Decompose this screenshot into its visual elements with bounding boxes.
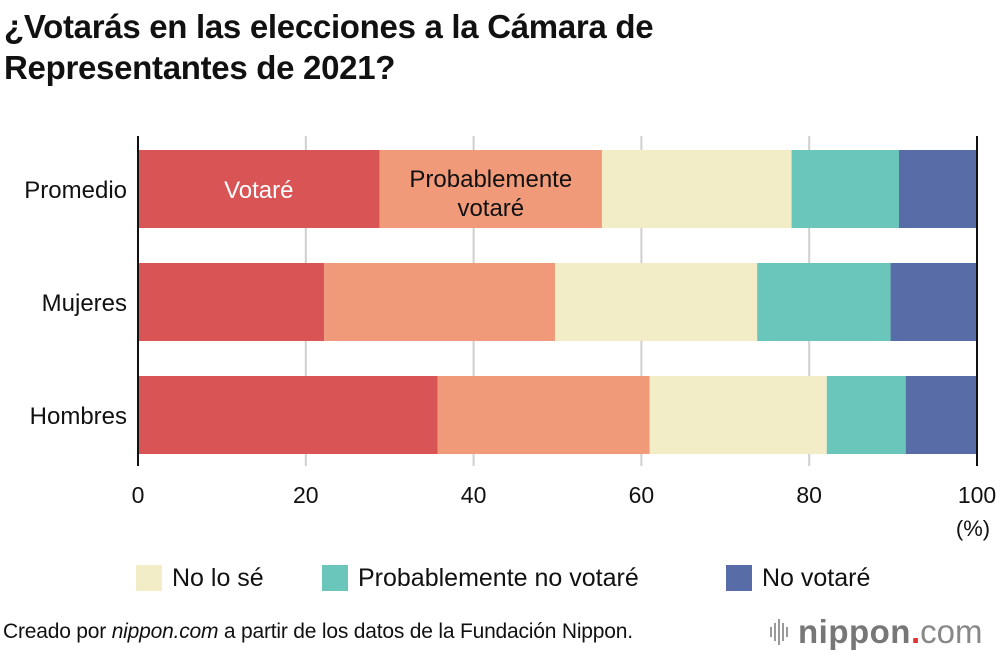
- bar-segment-promedio-no-lo-s-: [601, 150, 792, 228]
- bar-segment-hombres-no-votar-: [905, 376, 977, 454]
- category-label-mujeres: Mujeres: [42, 290, 127, 317]
- inline-label-probablemente-votare-line-1: Probablemente: [409, 166, 572, 193]
- title-line-1: ¿Votarás en las elecciones a la Cámara d…: [4, 8, 654, 45]
- source-note: Creado por nippon.com a partir de los da…: [3, 620, 633, 644]
- axes: [137, 136, 978, 466]
- labels: 0 20 40 60 80 100 (%) Promedio Mujeres Hombres Vot…: [24, 166, 996, 541]
- source-suffix: a partir de los datos de la Fundación Ni…: [218, 620, 633, 643]
- inline-label-votare: Votaré: [224, 177, 293, 204]
- category-label-promedio: Promedio: [24, 177, 127, 204]
- bar-segment-promedio-probablemente-votar-: [379, 150, 602, 228]
- bar-segment-hombres-probablemente-no-votar-: [826, 376, 906, 454]
- x-axis-unit-label: (%): [956, 516, 990, 541]
- chart-title: ¿Votarás en las elecciones a la Cámara d…: [4, 6, 654, 88]
- logo-bars-icon: [770, 619, 788, 645]
- bars: [138, 150, 977, 454]
- title-line-2: Representantes de 2021?: [4, 49, 396, 86]
- legend-item-no-lo-se: No lo sé: [136, 564, 264, 592]
- bar-segment-promedio-probablemente-no-votar-: [791, 150, 899, 228]
- legend-item-probablemente-no-votare: Probablemente no votaré: [322, 564, 639, 592]
- bar-segment-mujeres-no-votar-: [890, 263, 977, 341]
- logo-tld: com: [920, 613, 983, 650]
- bar-segment-mujeres-probablemente-no-votar-: [757, 263, 891, 341]
- nippon-logo: nippon. com: [770, 612, 982, 652]
- bar-segment-promedio-votar-: [138, 150, 380, 228]
- legend-swatch-probablemente-no-votare: [322, 565, 348, 591]
- x-tick-label-80: 80: [796, 482, 822, 508]
- legend-label-probablemente-no-votare: Probablemente no votaré: [358, 563, 639, 592]
- bar-segment-hombres-probablemente-votar-: [437, 376, 650, 454]
- bar-segment-hombres-votar-: [138, 376, 438, 454]
- bar-segment-mujeres-no-lo-s-: [554, 263, 758, 341]
- x-tick-label-100: 100: [958, 482, 996, 508]
- x-tick-label-20: 20: [293, 482, 319, 508]
- stacked-bar-chart: 0 20 40 60 80 100 (%) Promedio Mujeres Hombres Vot…: [24, 136, 996, 541]
- x-tick-label-40: 40: [461, 482, 487, 508]
- source-site: nippon.com: [111, 620, 219, 643]
- inline-label-probablemente-votare-line-2: votaré: [457, 195, 524, 222]
- bar-segment-hombres-no-lo-s-: [649, 376, 827, 454]
- logo-brand: nippon: [798, 613, 911, 650]
- x-tick-label-60: 60: [629, 482, 655, 508]
- logo-dot: .: [910, 613, 921, 650]
- bar-segment-mujeres-probablemente-votar-: [324, 263, 555, 341]
- bar-segment-mujeres-votar-: [138, 263, 325, 341]
- legend-label-no-votare: No votaré: [762, 563, 871, 592]
- legend-item-no-votare: No votaré: [726, 564, 870, 592]
- source-prefix: Creado por: [3, 620, 112, 643]
- bar-segment-promedio-no-votar-: [898, 150, 977, 228]
- legend-label-no-lo-se: No lo sé: [172, 563, 264, 592]
- x-tick-label-0: 0: [132, 482, 145, 508]
- category-label-hombres: Hombres: [30, 403, 127, 430]
- legend-swatch-no-votare: [726, 565, 752, 591]
- legend-swatch-no-lo-se: [136, 565, 162, 591]
